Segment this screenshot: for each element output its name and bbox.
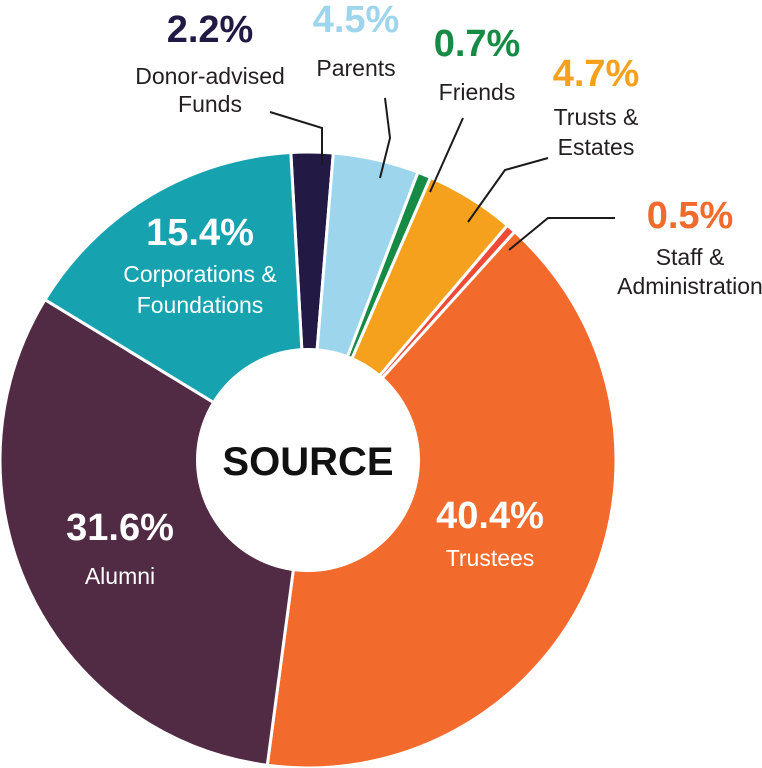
category-label-trusts-estates-line-1: Trusts & [554, 104, 639, 130]
value-label-parents: 4.5% [313, 0, 400, 41]
value-label-trusts-estates: 4.7% [553, 53, 640, 95]
category-label-friends: Friends [439, 79, 516, 105]
leader-line-trusts-estates [467, 157, 549, 223]
leader-line-parents [379, 97, 392, 179]
category-label-parents: Parents [316, 55, 395, 81]
leader-lines [269, 97, 615, 251]
slice-trustees [265, 230, 618, 768]
category-label-donor-advised-funds-line-1: Donor-advised [135, 63, 285, 89]
category-label-staff-administration-line-1: Staff & [656, 244, 725, 270]
center-label: SOURCE [222, 440, 393, 484]
value-label-friends: 0.7% [434, 23, 521, 65]
value-label-donor-advised-funds: 2.2% [167, 9, 254, 51]
category-label-staff-administration-line-2: Administration [617, 273, 762, 299]
category-label-trustees: Trustees [446, 545, 535, 571]
category-label-donor-advised-funds-line-2: Funds [178, 91, 242, 117]
category-label-alumni: Alumni [85, 563, 155, 589]
value-label-alumni: 31.6% [66, 507, 174, 549]
value-label-staff-administration: 0.5% [647, 195, 734, 237]
center-hole [196, 348, 420, 572]
category-label-trusts-estates-line-2: Estates [558, 134, 635, 160]
value-label-trustees: 40.4% [436, 495, 544, 537]
value-label-corporations-foundations: 15.4% [146, 212, 254, 254]
category-label-corporations-foundations-line-2: Foundations [137, 292, 264, 318]
leader-line-donor-advised-funds [269, 111, 323, 165]
category-label-corporations-foundations-line-1: Corporations & [123, 261, 276, 287]
leader-line-staff-administration [508, 217, 615, 251]
leader-line-friends [429, 117, 464, 193]
